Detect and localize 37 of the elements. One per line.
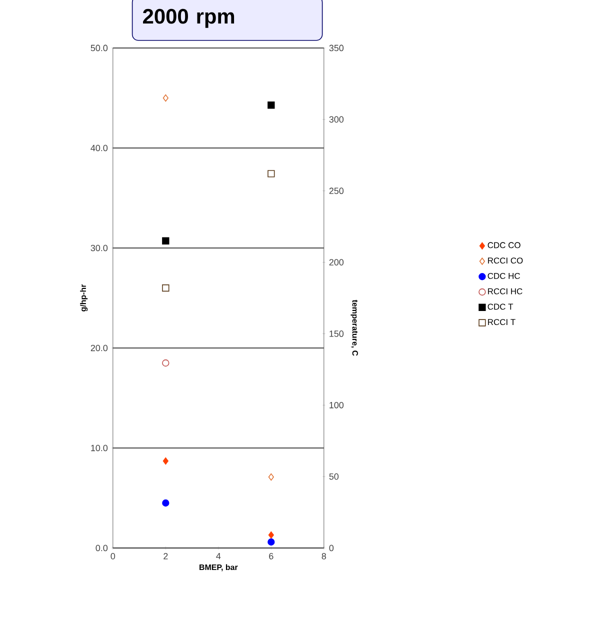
point — [162, 499, 170, 507]
y2-tick-label: 350 — [329, 44, 344, 52]
y-tick-label: 50.0 — [90, 44, 108, 52]
y-tick-label: 30.0 — [90, 244, 108, 252]
y-tick-label: 10.0 — [91, 444, 108, 452]
legend-label: RCCI HC — [488, 288, 522, 294]
x-tick-label: 2 — [164, 553, 168, 560]
point — [162, 359, 170, 367]
y2-tick-label: 250 — [329, 188, 344, 194]
legend-label: CDC T — [488, 304, 514, 310]
x-tick-label: 8 — [322, 553, 326, 560]
y-tick-label: 20.0 — [90, 344, 108, 352]
y-tick-label: 40.0 — [90, 144, 108, 152]
y-tick-label: 0.0 — [96, 544, 108, 552]
y2-tick-label: 0 — [329, 544, 334, 552]
point — [162, 457, 168, 465]
y2-tick-label: 50 — [329, 473, 339, 480]
point — [268, 102, 275, 109]
point — [162, 94, 168, 102]
point — [268, 531, 274, 539]
y2-tick-label: 150 — [330, 330, 344, 337]
y2-tick-label: 100 — [330, 402, 344, 408]
y2-tick-label: 200 — [329, 259, 344, 266]
x-tick-label: 4 — [216, 553, 221, 560]
point — [268, 170, 275, 178]
legend-label: CDC HC — [488, 272, 520, 279]
legend-label: RCCI T — [488, 319, 516, 326]
chart-title: 2000 rpm — [143, 8, 234, 28]
point — [162, 237, 170, 244]
point — [268, 538, 275, 546]
point — [162, 284, 170, 292]
x-tick-label: 6 — [269, 553, 274, 560]
x-tick-label: 0 — [110, 553, 116, 560]
y2-tick-label: 300 — [329, 116, 344, 123]
legend-label: CDC CO — [488, 242, 520, 248]
point — [268, 473, 274, 481]
legend-label: RCCI CO — [488, 258, 523, 264]
